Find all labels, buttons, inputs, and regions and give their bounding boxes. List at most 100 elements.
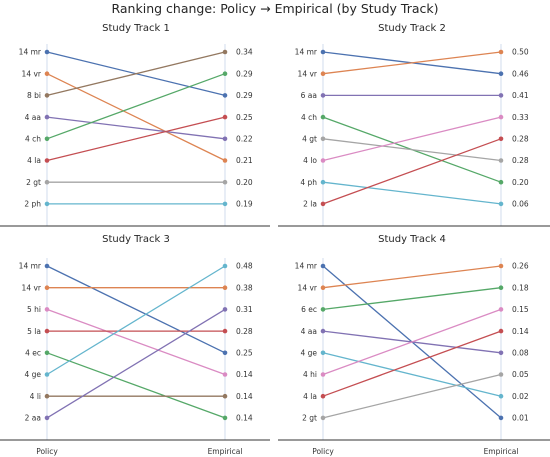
empirical-point [498, 307, 504, 312]
x-label-policy: Policy [36, 447, 58, 456]
policy-point [320, 201, 326, 207]
empirical-value-label: 0.14 [236, 414, 253, 423]
policy-label: 14 mr [19, 262, 42, 271]
empirical-point [498, 350, 504, 356]
slope-line [46, 265, 226, 376]
empirical-point [222, 71, 228, 76]
policy-point [44, 136, 50, 142]
empirical-point [222, 114, 228, 120]
slope-line [322, 116, 502, 162]
policy-label: 14 mr [295, 48, 318, 57]
policy-label: 5 la [27, 327, 41, 336]
empirical-point [498, 71, 504, 76]
empirical-value-label: 0.46 [512, 69, 529, 78]
empirical-value-label: 0.28 [236, 327, 253, 336]
empirical-point [498, 201, 504, 207]
empirical-value-label: 0.25 [236, 349, 253, 358]
empirical-value-label: 0.38 [236, 283, 253, 292]
policy-label: 4 lo [303, 156, 317, 165]
policy-point [320, 71, 326, 76]
policy-label: 2 gt [26, 178, 41, 187]
empirical-point [222, 49, 228, 55]
empirical-value-label: 0.15 [512, 305, 529, 314]
policy-label: 2 la [303, 200, 317, 209]
policy-point [44, 372, 50, 377]
policy-label: 4 ec [25, 349, 41, 358]
empirical-point [222, 179, 228, 185]
empirical-point [498, 136, 504, 142]
empirical-point [222, 307, 228, 312]
slope-line [322, 352, 502, 397]
slope-line [46, 51, 226, 97]
policy-label: 4 aa [25, 113, 41, 122]
policy-point [320, 372, 326, 377]
slope-line [46, 352, 226, 419]
policy-point [44, 158, 50, 163]
x-label-empirical: Empirical [208, 447, 243, 456]
policy-point [320, 328, 326, 334]
empirical-point [222, 328, 228, 334]
x-label-policy: Policy [312, 447, 334, 456]
empirical-value-label: 0.28 [512, 135, 529, 144]
empirical-point [222, 372, 228, 377]
slope-line [46, 265, 226, 354]
empirical-point [498, 328, 504, 334]
policy-label: 14 vr [298, 283, 318, 292]
policy-point [320, 350, 326, 356]
empirical-point [498, 285, 504, 291]
empirical-value-label: 0.41 [512, 91, 529, 100]
empirical-value-label: 0.05 [512, 370, 529, 379]
policy-point [44, 328, 50, 334]
policy-label: 4 la [303, 392, 317, 401]
policy-label: 14 mr [295, 262, 318, 271]
policy-label: 4 gt [302, 135, 317, 144]
empirical-point [222, 350, 228, 356]
slope-line [322, 287, 502, 311]
policy-label: 4 ch [301, 113, 317, 122]
slope-line [46, 308, 226, 419]
policy-point [320, 158, 326, 163]
policy-point [320, 136, 326, 142]
slope-line [46, 116, 226, 162]
empirical-value-label: 0.01 [512, 414, 529, 423]
empirical-point [222, 285, 228, 291]
empirical-value-label: 0.08 [512, 349, 529, 358]
policy-point [44, 114, 50, 120]
empirical-value-label: 0.19 [236, 200, 253, 209]
policy-label: 14 vr [298, 69, 318, 78]
empirical-value-label: 0.21 [236, 156, 253, 165]
empirical-value-label: 0.29 [236, 91, 253, 100]
slope-line [322, 330, 502, 397]
empirical-point [222, 393, 228, 399]
policy-label: 4 ge [300, 349, 317, 358]
policy-point [44, 307, 50, 312]
policy-label: 4 ch [25, 135, 41, 144]
x-label-empirical: Empirical [484, 447, 519, 456]
slope-line [322, 265, 502, 289]
empirical-value-label: 0.20 [512, 178, 529, 187]
policy-label: 14 vr [22, 283, 42, 292]
policy-point [44, 71, 50, 76]
empirical-value-label: 0.06 [512, 200, 529, 209]
policy-point [320, 49, 326, 55]
slope-line [46, 73, 226, 162]
panel-4: Study Track 4 14 mr 14 vr 6 ec 4 aa 4 ge 4 hi 4… [278, 234, 550, 441]
policy-label: 6 aa [301, 91, 317, 100]
policy-point [320, 114, 326, 120]
policy-point [44, 93, 50, 98]
empirical-value-label: 0.02 [512, 392, 529, 401]
policy-label: 5 hi [27, 305, 41, 314]
figure-title: Ranking change: Policy → Empirical (by S… [111, 1, 438, 16]
policy-point [320, 263, 326, 269]
policy-point [44, 415, 50, 421]
policy-label: 4 ge [24, 370, 41, 379]
policy-point [44, 285, 50, 291]
empirical-point [498, 93, 504, 98]
empirical-value-label: 0.31 [236, 305, 253, 314]
policy-label: 4 la [27, 156, 41, 165]
policy-point [320, 285, 326, 291]
panel-title: Study Track 4 [378, 234, 446, 245]
empirical-value-label: 0.14 [236, 392, 253, 401]
empirical-value-label: 0.25 [236, 113, 253, 122]
